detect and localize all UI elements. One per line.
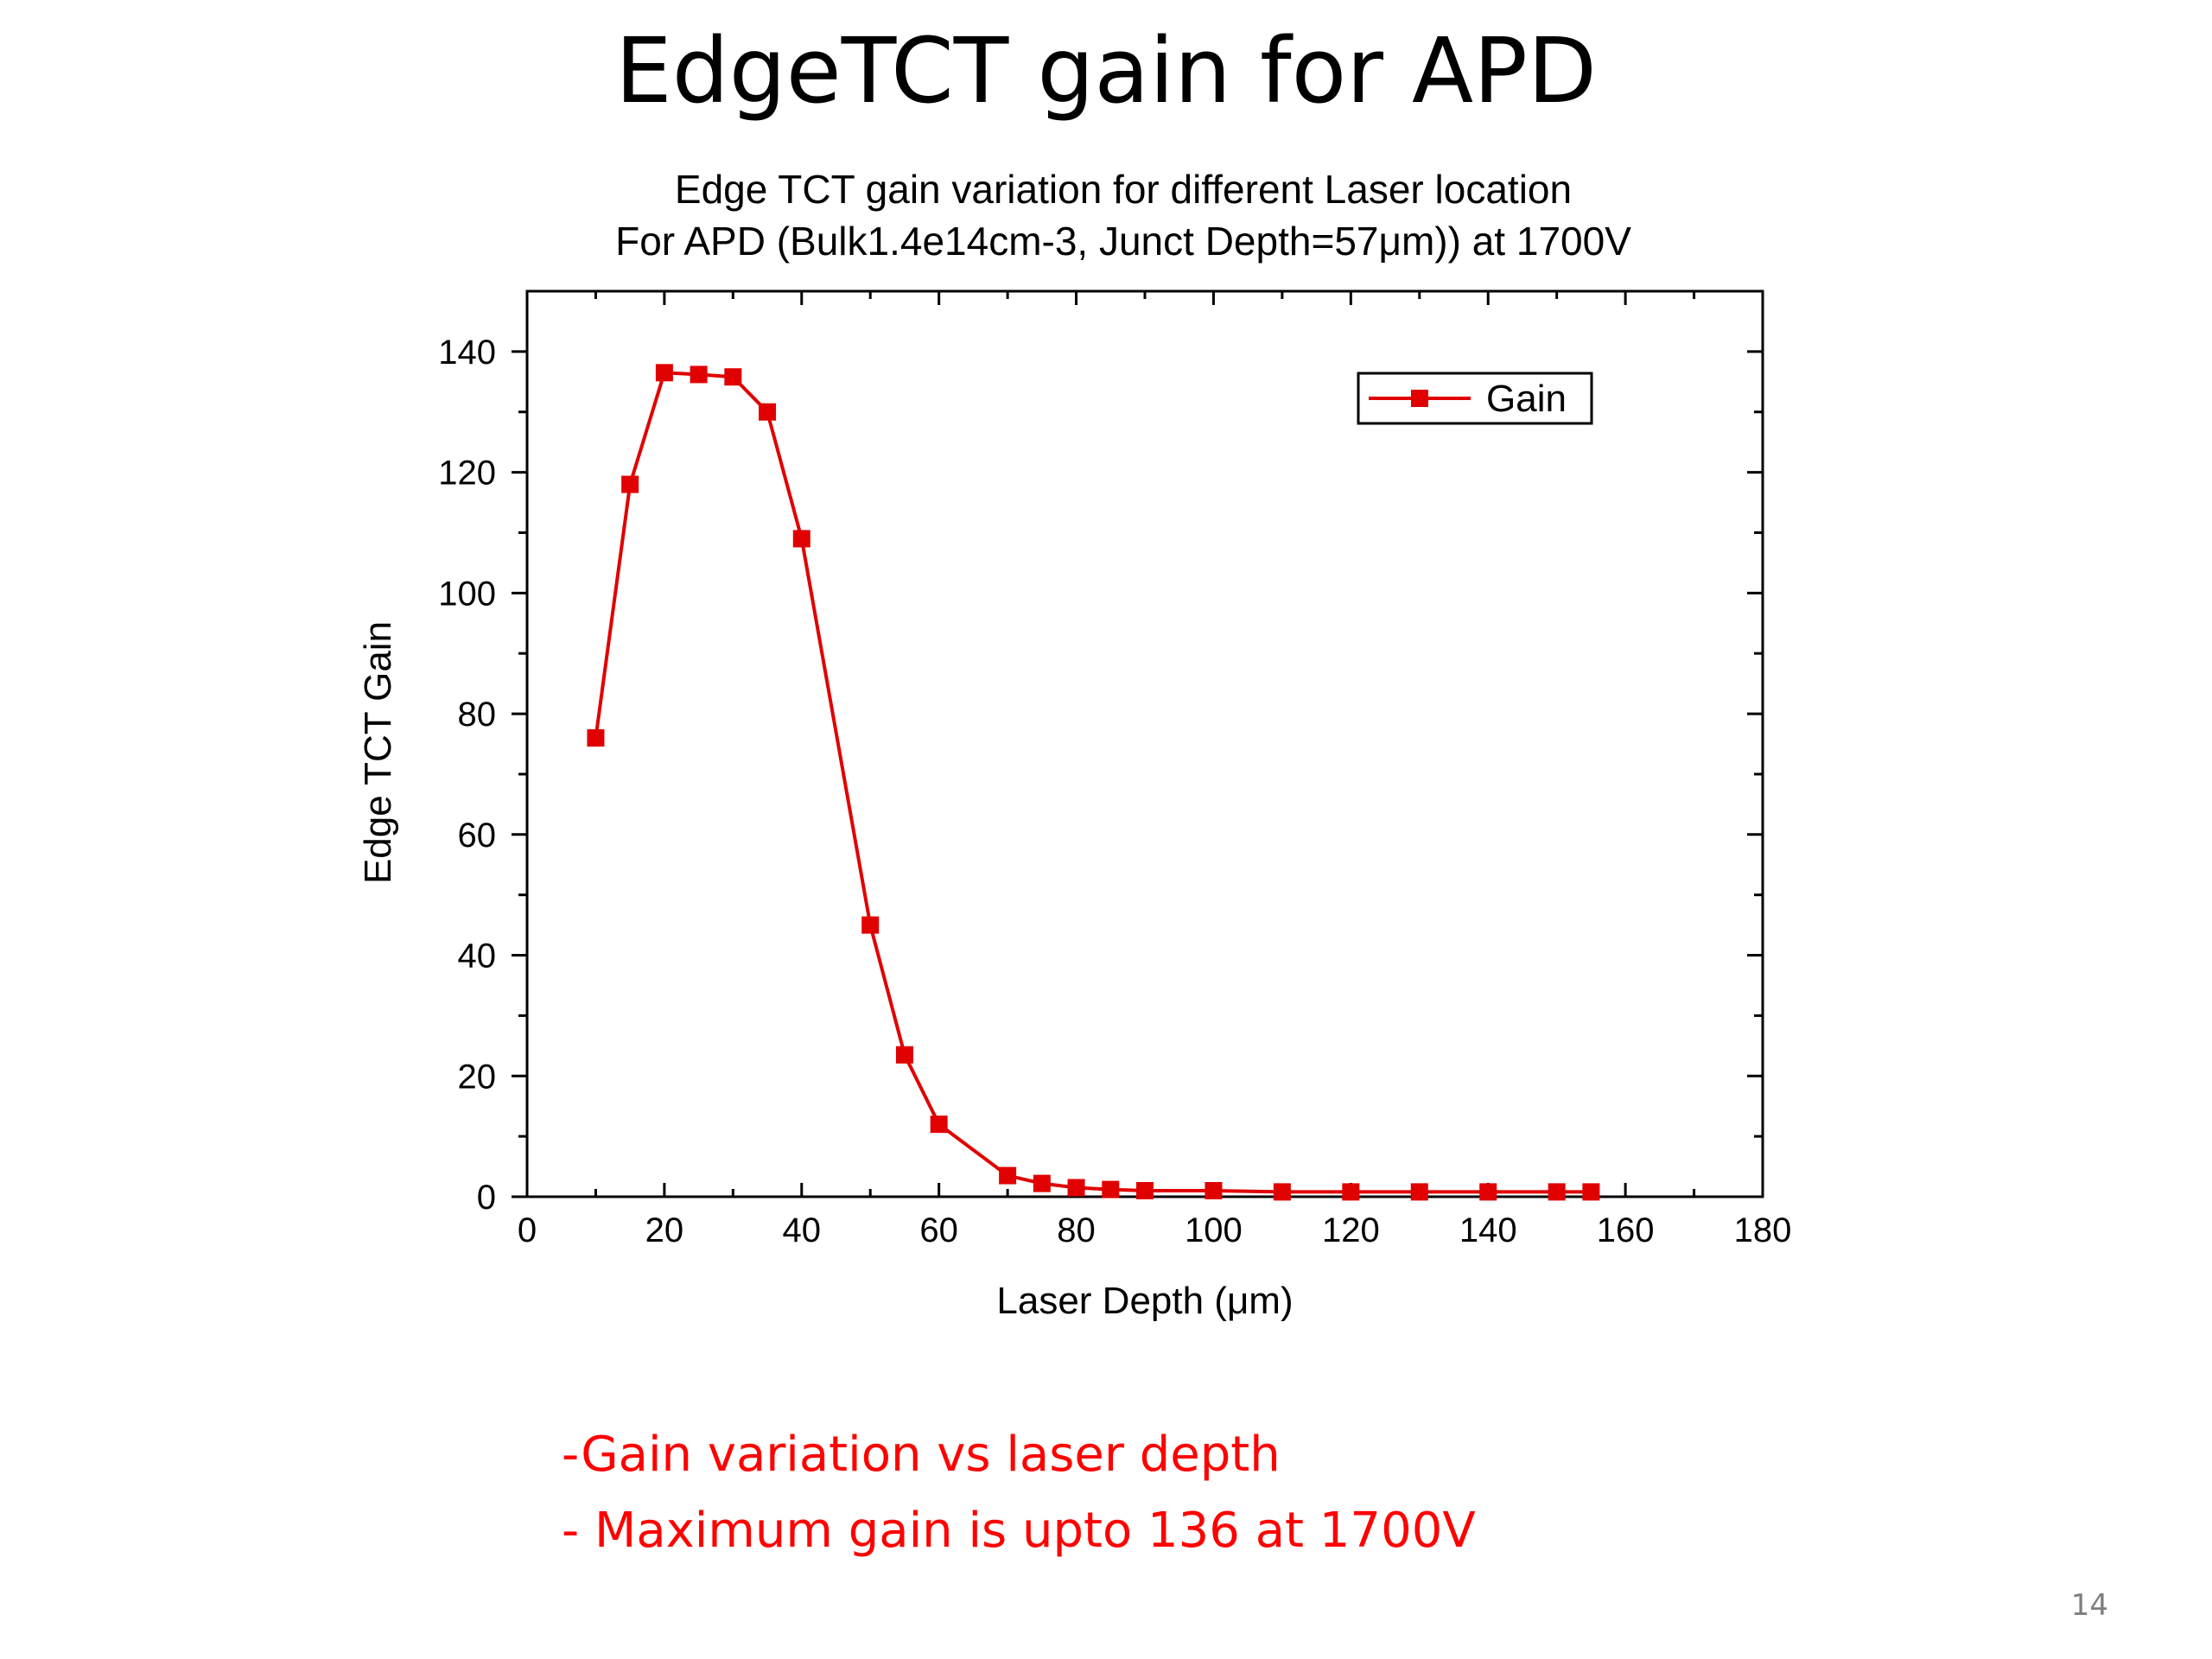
data-point: [861, 916, 880, 934]
y-tick-label: 60: [458, 817, 497, 855]
chart-title: Edge TCT gain variation for different La…: [615, 167, 1631, 264]
data-point: [690, 365, 708, 384]
x-axis-label: Laser Depth (μm): [996, 1280, 1293, 1322]
series-line: [594, 371, 1592, 1194]
data-point: [1067, 1179, 1085, 1197]
data-point: [1136, 1182, 1154, 1200]
data-point: [930, 1116, 948, 1134]
data-point: [1479, 1183, 1497, 1201]
chart-title-line: For APD (Bulk1.4e14cm-3, Junct Depth=57μ…: [615, 219, 1631, 264]
legend-marker: [1411, 390, 1428, 407]
x-axis-ticks: 0 20 40 60 80 100 120 140 160 180 Laser Depth (μm): [518, 291, 1792, 1322]
bullet-item: - Maximum gain is upto 136 at 1700V: [562, 1503, 1476, 1559]
y-tick-label: 20: [458, 1058, 497, 1096]
x-tick-label: 20: [645, 1211, 684, 1249]
x-tick-label: 180: [1734, 1211, 1792, 1249]
data-point: [759, 403, 777, 421]
data-point: [1342, 1183, 1360, 1201]
data-point: [655, 364, 673, 382]
data-point: [792, 530, 810, 548]
chart-axes: [525, 289, 1764, 1198]
data-point: [621, 475, 639, 493]
chart-legend: Gain: [1357, 372, 1593, 425]
y-tick-label: 80: [458, 696, 497, 734]
data-point: [1410, 1183, 1428, 1201]
data-point: [1102, 1180, 1120, 1198]
y-tick-label: 120: [438, 454, 496, 493]
y-tick-label: 100: [438, 575, 496, 613]
y-axis-ticks: 0 20 40 60 80 100 120 140 Edge TCT Gain: [357, 334, 1763, 1217]
x-tick-label: 80: [1057, 1211, 1096, 1249]
gain-series: [587, 364, 1600, 1201]
y-axis-label: Edge TCT Gain: [357, 621, 399, 884]
x-tick-label: 0: [518, 1211, 537, 1249]
data-point: [1205, 1182, 1223, 1200]
y-tick-label: 40: [458, 938, 497, 976]
chart-title-line: Edge TCT gain variation for different La…: [675, 167, 1572, 212]
x-tick-label: 140: [1459, 1211, 1517, 1249]
x-tick-label: 40: [783, 1211, 822, 1249]
x-tick-label: 100: [1185, 1211, 1243, 1249]
data-point: [1548, 1183, 1566, 1201]
data-point: [724, 368, 742, 386]
data-point: [1273, 1183, 1291, 1201]
y-tick-label: 0: [477, 1179, 496, 1217]
data-point: [895, 1046, 913, 1064]
x-tick-label: 60: [919, 1211, 958, 1249]
legend-label: Gain: [1486, 378, 1567, 420]
data-point: [1033, 1174, 1051, 1192]
x-tick-label: 120: [1322, 1211, 1380, 1249]
data-point: [1582, 1183, 1600, 1201]
page-number: 14: [2070, 1588, 2108, 1623]
slide-title: EdgeTCT gain for APD: [615, 18, 1597, 124]
data-point: [999, 1166, 1017, 1185]
plot-frame: [525, 289, 1764, 1198]
data-point: [587, 729, 605, 747]
bullet-list: -Gain variation vs laser depth - Maximum…: [562, 1417, 1476, 1569]
y-tick-label: 140: [438, 334, 496, 372]
bullet-item: -Gain variation vs laser depth: [562, 1427, 1281, 1483]
x-tick-label: 160: [1597, 1211, 1655, 1249]
